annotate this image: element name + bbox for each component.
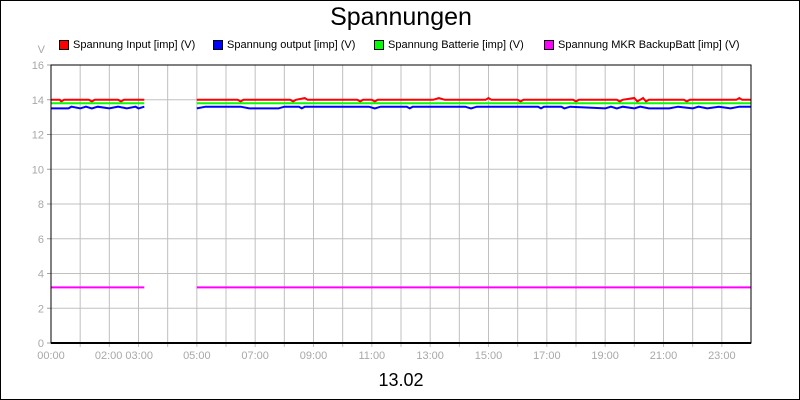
legend-label: Spannung output [imp] (V) [227,39,356,51]
legend-label: Spannung Input [imp] (V) [73,39,196,51]
legend-item-batterie: Spannung Batterie [imp] (V) [374,39,524,51]
y-tick-label: 12 [32,130,44,142]
x-tick-label: 23:00 [708,350,736,362]
x-tick-label: 15:00 [475,350,503,362]
y-tick-label: 2 [38,303,44,315]
x-tick-label: 02:00 03:00 [95,350,153,362]
legend-swatch [213,40,223,50]
x-tick-label: 05:00 [183,350,211,362]
x-tick-label: 11:00 [358,350,385,362]
legend-swatch [59,40,69,50]
x-tick-label: 19:00 [591,350,619,362]
series-line-0 [196,96,751,103]
legend-swatch [544,40,554,50]
y-tick-label: 16 [32,60,44,72]
y-tick-label: 10 [32,164,44,176]
x-tick-label: 17:00 [533,350,561,362]
legend-item-output: Spannung output [imp] (V) [213,39,355,51]
legend-item-input: Spannung Input [imp] (V) [59,39,195,51]
x-tick-label: 07:00 [241,350,269,362]
legend-item-mkr: Spannung MKR BackupBatt [imp] (V) [544,39,740,51]
y-axis-label: V [38,44,46,56]
x-axis-caption: 13.02 [378,370,424,390]
y-tick-label: 0 [38,338,44,350]
y-tick-label: 14 [32,95,44,107]
y-tick-label: 4 [38,269,44,281]
legend-label: Spannung Batterie [imp] (V) [388,39,524,51]
legend-label: Spannung MKR BackupBatt [imp] (V) [558,39,740,51]
chart-title: Spannungen [330,3,472,31]
x-tick-label: 00:00 [37,350,65,362]
y-tick-label: 8 [38,199,44,211]
series-line-1 [51,105,145,110]
x-tick-label: 21:00 [650,350,678,362]
series-line-0 [51,98,145,103]
y-tick-label: 6 [38,234,44,246]
legend-swatch [374,40,384,50]
series-line-1 [196,105,751,110]
x-tick-label: 09:00 [300,350,328,362]
x-tick-label: 13:00 [416,350,444,362]
